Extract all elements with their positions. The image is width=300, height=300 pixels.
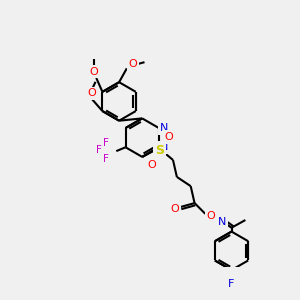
Text: N: N	[160, 142, 168, 152]
Text: O: O	[129, 59, 137, 70]
Text: S: S	[154, 144, 164, 157]
Text: F: F	[103, 138, 109, 148]
Text: O: O	[90, 67, 98, 77]
Text: F: F	[103, 154, 109, 164]
Text: N: N	[218, 217, 226, 226]
Text: O: O	[147, 160, 156, 170]
Text: F: F	[96, 145, 102, 154]
Text: N: N	[160, 123, 168, 133]
Text: O: O	[87, 88, 96, 98]
Text: O: O	[170, 204, 179, 214]
Text: O: O	[164, 132, 173, 142]
Text: F: F	[228, 279, 235, 289]
Text: O: O	[206, 211, 215, 221]
